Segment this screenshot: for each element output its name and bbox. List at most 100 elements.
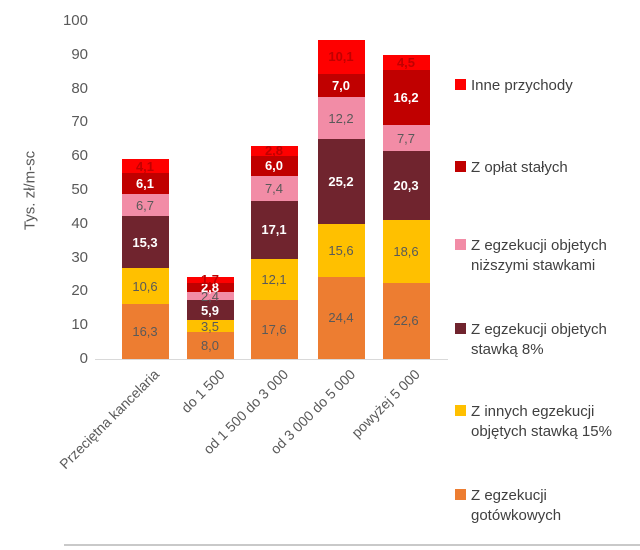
legend-swatch-icon [455,79,466,90]
bar-segment: 10,1 [317,39,365,74]
y-tick-label: 0 [79,350,88,367]
x-category-label: Przeciętna kancelaria [56,366,163,472]
legend-swatch-icon [455,405,466,416]
x-axis-line [95,359,448,360]
legend-label: Inne przychody [471,77,573,94]
legend-item: Inne przychody [455,76,573,96]
y-tick-label: 60 [71,147,88,165]
segment-value-label: 25,2 [328,173,354,189]
y-tick-label: 90 [71,45,88,63]
segment-value-label: 18,6 [393,243,419,259]
segment-value-label: 1,7 [200,272,220,288]
y-tick-label: 50 [71,181,88,198]
segment-value-label: 12,1 [261,271,287,287]
y-tick-label: 10 [71,316,88,334]
bar-segment: 12,1 [250,258,298,300]
bar-segment: 4,5 [382,55,430,71]
legend-item: Z egzekucji objetych niższymi stawkami [455,236,607,276]
segment-value-label: 17,6 [261,321,287,337]
bar-segment: 7,0 [317,73,365,98]
legend-item: Z egzekucji gotówkowych [455,486,561,526]
bar-segment: 7,4 [250,175,298,201]
segment-value-label: 16,2 [393,90,419,106]
segment-value-label: 22,6 [393,313,419,329]
legend-item: Z innych egzekucji objętych stawką 15% [455,402,612,442]
segment-value-label: 15,3 [132,234,158,250]
legend-swatch-icon [455,489,466,500]
bar-1: 16,3 10,6 15,3 6,7 6,1 4,1 [121,159,169,359]
bar-segment: 7,7 [382,125,430,152]
segment-value-label: 17,1 [261,222,287,238]
bar-segment: 17,1 [250,200,298,259]
bar-segment: 6,0 [250,155,298,176]
y-tick-label: 80 [71,79,88,97]
segment-value-label: 5,9 [200,302,220,318]
bar-segment: 5,9 [186,300,234,321]
bar-segment: 17,6 [250,299,298,359]
y-tick-label: 20 [71,282,88,300]
segment-value-label: 2,8 [264,143,284,159]
bar-segment: 12,2 [317,97,365,139]
legend-item: Z opłat stałych [455,158,568,178]
bar-segment: 3,5 [186,318,234,334]
chart-legend: Inne przychody Z opłat stałych Z egzekucji… [455,0,640,550]
bar-segment: 2,8 [250,143,298,159]
y-tick-label: 70 [71,113,88,131]
bar-segment: 1,7 [186,273,234,286]
y-tick-label: 40 [71,214,88,232]
segment-value-label: 7,4 [264,180,284,196]
bar-5: 22,6 18,6 20,3 7,7 16,2 4,5 [382,55,430,359]
segment-value-label: 6,0 [264,158,284,174]
bar-segment: 4,1 [121,159,169,174]
bar-4: 24,4 15,6 25,2 12,2 7,0 10,1 [317,39,365,359]
bar-segment: 8,0 [186,331,234,359]
bar-segment: 18,6 [382,219,430,283]
segment-value-label: 2,4 [200,288,220,304]
segment-value-label: 3,5 [200,318,220,334]
segment-value-label: 20,3 [393,177,419,193]
y-tick-label: 100 [62,12,88,29]
y-axis-title: Tys. zł/m-sc [21,150,39,231]
segment-value-label: 6,7 [135,197,155,213]
segment-value-label: 16,3 [132,323,158,339]
bar-segment: 20,3 [382,151,430,220]
legend-swatch-icon [455,239,466,250]
bar-segment: 15,3 [121,216,169,269]
y-tick-label: 30 [71,248,88,266]
segment-value-label: 10,1 [328,49,354,65]
bar-segment: 2,4 [186,288,234,304]
segment-value-label: 4,5 [396,55,416,71]
bar-segment: 25,2 [317,138,365,224]
legend-label: Z egzekucji objetych stawką 8% [471,321,607,358]
segment-value-label: 10,6 [132,278,158,294]
legend-item: Z egzekucji objetych stawką 8% [455,320,607,360]
bar-segment: 6,7 [121,193,169,217]
segment-value-label: 12,2 [328,110,354,126]
plot-area: 16,3 10,6 15,3 6,7 6,1 4,1 8,0 3,5 5,9 2,4 2,8 1,7 1… [95,21,448,359]
segment-value-label: 6,1 [135,175,155,191]
segment-value-label: 24,4 [328,310,354,326]
bottom-divider [64,544,640,546]
bar-segment: 16,2 [382,70,430,126]
bar-segment: 16,3 [121,303,169,359]
segment-value-label: 7,7 [396,130,416,146]
x-category-label: powyżej 5 000 [348,366,424,441]
bar-segment: 2,8 [186,279,234,295]
bar-segment: 22,6 [382,282,430,359]
legend-swatch-icon [455,323,466,334]
segment-value-label: 15,6 [328,242,354,258]
segment-value-label: 7,0 [331,78,351,94]
bar-2: 8,0 3,5 5,9 2,4 2,8 1,7 [186,273,234,359]
bar-segment: 24,4 [317,276,365,359]
legend-label: Z egzekucji gotówkowych [471,487,562,524]
bar-3: 17,6 12,1 17,1 7,4 6,0 2,8 [250,143,298,359]
bar-segment: 6,1 [121,173,169,194]
x-category-label: do 1 500 [177,366,228,416]
legend-label: Z innych egzekucji objętych stawką 15% [471,403,612,440]
segment-value-label: 2,8 [200,279,220,295]
bar-segment: 15,6 [317,223,365,277]
legend-label: Z egzekucji objetych niższymi stawkami [471,237,607,274]
segment-value-label: 8,0 [200,337,220,353]
legend-label: Z opłat stałych [471,159,568,176]
